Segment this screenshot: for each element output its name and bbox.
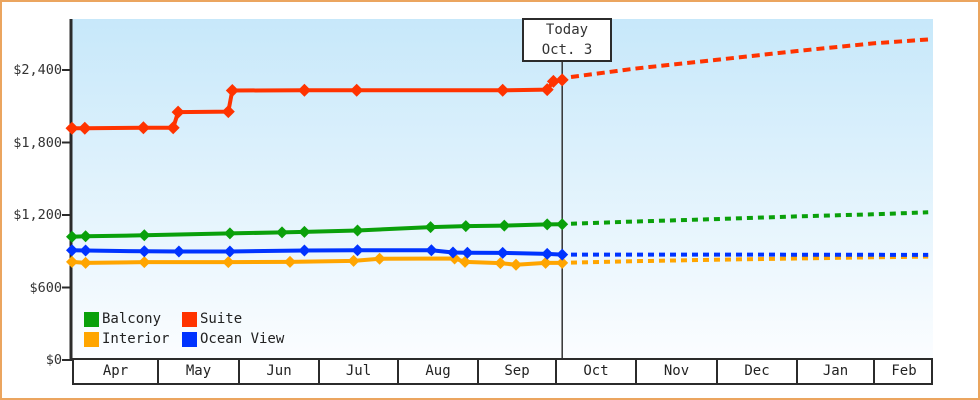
legend-swatch-suite bbox=[182, 311, 197, 327]
forecast-line-interior bbox=[570, 254, 929, 265]
y-axis-tick-label: $1,200 bbox=[13, 207, 62, 223]
data-point-suite bbox=[350, 83, 364, 97]
data-point-suite bbox=[78, 121, 92, 135]
data-point-ocean-view bbox=[461, 246, 474, 259]
legend-label: Balcony bbox=[102, 311, 162, 327]
data-point-ocean-view bbox=[66, 244, 78, 257]
data-point-balcony bbox=[351, 224, 364, 237]
data-point-ocean-view bbox=[351, 244, 364, 257]
data-point-interior bbox=[347, 254, 360, 267]
data-point-balcony bbox=[66, 230, 78, 243]
data-point-suite bbox=[225, 84, 239, 97]
legend-label: Ocean View bbox=[200, 331, 285, 347]
data-point-ocean-view bbox=[496, 246, 509, 259]
data-point-balcony bbox=[541, 218, 554, 231]
data-point-ocean-view bbox=[223, 245, 236, 258]
x-axis-month-band: Apr May Jun Jul Aug Sep Oct Nov Dec Jan Feb bbox=[72, 358, 933, 385]
legend-swatch-ocean-view bbox=[182, 331, 197, 347]
legend-swatch-balcony bbox=[84, 311, 99, 327]
data-point-suite bbox=[496, 83, 510, 97]
data-point-balcony bbox=[276, 226, 288, 239]
month-cell-oct: Oct bbox=[555, 360, 635, 383]
data-point-suite bbox=[297, 83, 311, 97]
data-point-balcony bbox=[459, 220, 472, 233]
data-point-suite bbox=[171, 105, 185, 119]
data-point-ocean-view bbox=[138, 245, 151, 258]
data-point-ocean-view bbox=[172, 245, 185, 258]
data-point-interior bbox=[79, 256, 92, 269]
data-point-ocean-view bbox=[447, 246, 459, 259]
chart-legend: Balcony Suite Interior Ocean View bbox=[84, 311, 284, 347]
data-point-suite bbox=[166, 121, 180, 135]
y-axis-tick-label: $0 bbox=[45, 352, 62, 368]
month-cell-nov: Nov bbox=[635, 360, 716, 383]
data-point-balcony bbox=[498, 219, 511, 232]
forecast-line-suite bbox=[570, 37, 931, 79]
data-point-ocean-view bbox=[298, 244, 311, 257]
month-cell-dec: Dec bbox=[716, 360, 796, 383]
today-date: Oct. 3 bbox=[541, 42, 593, 58]
today-marker-box: Today Oct. 3 bbox=[522, 18, 612, 62]
data-point-interior bbox=[539, 256, 552, 269]
data-point-interior bbox=[284, 255, 296, 268]
data-point-ocean-view bbox=[556, 248, 569, 261]
month-cell-jun: Jun bbox=[238, 360, 318, 383]
data-point-suite bbox=[65, 121, 79, 135]
month-cell-feb: Feb bbox=[873, 360, 933, 383]
history-line-balcony bbox=[71, 222, 563, 239]
legend-item-suite: Suite bbox=[182, 311, 284, 327]
legend-swatch-interior bbox=[84, 331, 99, 347]
y-axis-tick-label: $1,800 bbox=[13, 135, 62, 151]
data-point-suite bbox=[136, 121, 150, 135]
data-point-balcony bbox=[424, 221, 437, 234]
data-point-interior bbox=[373, 252, 386, 265]
data-point-interior bbox=[138, 256, 151, 269]
data-point-interior bbox=[510, 258, 522, 271]
legend-item-ocean-view: Ocean View bbox=[182, 331, 284, 347]
data-point-interior bbox=[66, 255, 78, 268]
month-cell-apr: Apr bbox=[72, 360, 157, 383]
forecast-line-balcony bbox=[570, 210, 929, 226]
plot-area bbox=[72, 19, 933, 358]
month-cell-may: May bbox=[157, 360, 238, 383]
data-point-balcony bbox=[223, 227, 236, 240]
data-point-interior bbox=[459, 255, 471, 268]
month-cell-aug: Aug bbox=[397, 360, 477, 383]
data-point-suite bbox=[546, 74, 560, 88]
month-cell-jan: Jan bbox=[796, 360, 873, 383]
legend-item-interior: Interior bbox=[84, 331, 182, 347]
data-point-ocean-view bbox=[541, 247, 554, 260]
y-axis-tick-label: $2,400 bbox=[13, 62, 62, 78]
data-point-balcony bbox=[138, 229, 151, 242]
data-point-interior bbox=[222, 256, 235, 269]
legend-label: Interior bbox=[102, 331, 170, 347]
data-point-interior bbox=[556, 256, 569, 269]
data-point-suite bbox=[540, 83, 554, 97]
data-point-balcony bbox=[556, 218, 569, 231]
y-axis-tick-label: $600 bbox=[29, 280, 62, 296]
data-point-ocean-view bbox=[79, 244, 92, 257]
legend-label: Suite bbox=[200, 311, 243, 327]
data-point-suite bbox=[555, 73, 569, 87]
data-point-balcony bbox=[79, 230, 92, 243]
data-point-balcony bbox=[298, 225, 311, 238]
data-point-suite bbox=[221, 105, 235, 119]
legend-item-balcony: Balcony bbox=[84, 311, 182, 327]
today-label: Today bbox=[545, 22, 589, 38]
month-cell-jul: Jul bbox=[318, 360, 397, 383]
data-point-ocean-view bbox=[425, 244, 438, 257]
month-cell-sep: Sep bbox=[477, 360, 555, 383]
data-point-interior bbox=[494, 257, 507, 270]
